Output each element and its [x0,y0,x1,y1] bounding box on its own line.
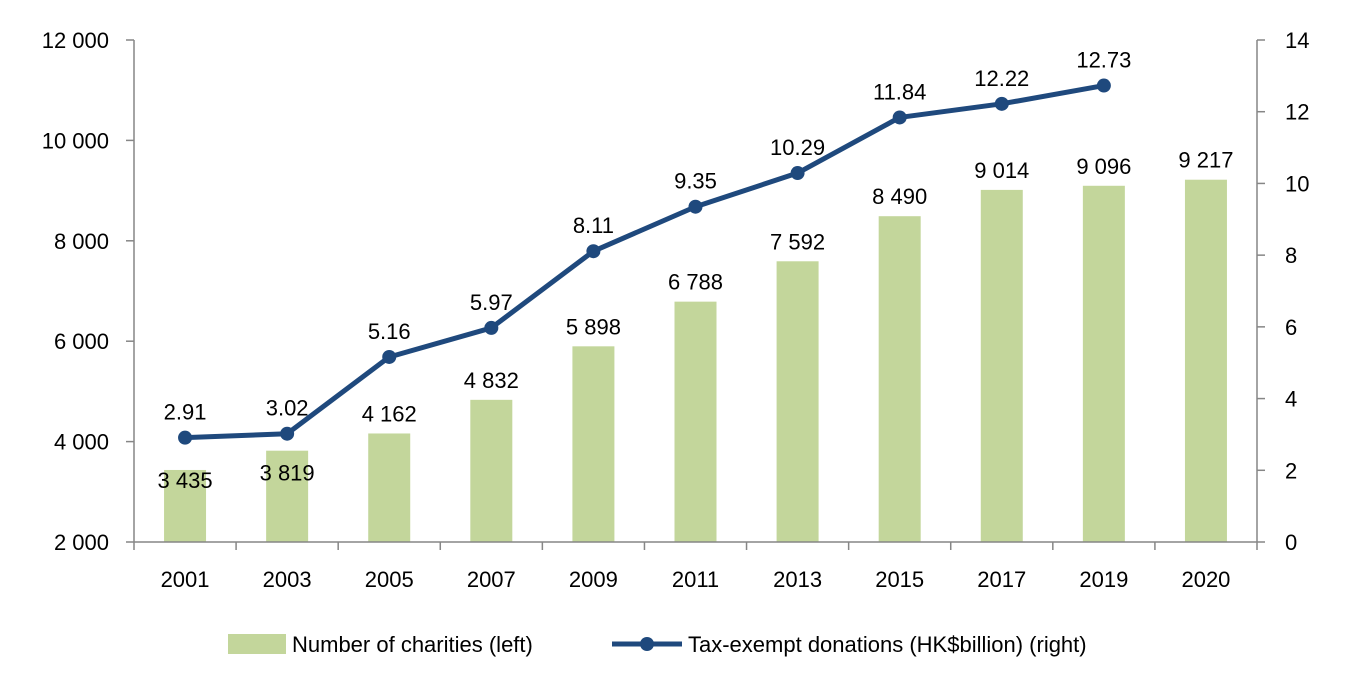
bar-data-label: 6 788 [668,270,723,295]
bar-data-label: 9 217 [1178,148,1233,173]
bar-2015 [878,216,921,542]
left-tick-label: 12 000 [42,28,109,53]
line-point-2019 [1096,78,1111,93]
bar-2007 [470,399,513,542]
line-data-label: 12.22 [974,66,1029,91]
bar-data-label: 3 435 [158,468,213,493]
bar-data-label: 9 096 [1076,154,1131,179]
left-tick-label: 10 000 [42,128,109,153]
bar-data-label: 8 490 [872,184,927,209]
bar-2013 [776,261,819,542]
line-data-label: 11.84 [873,79,926,104]
legend-line-label: Tax-exempt donations (HK$billion) (right… [688,632,1087,657]
line-data-label: 3.02 [266,396,309,421]
bar-data-label: 3 819 [260,461,315,486]
legend-bar-swatch [228,634,286,654]
x-tick-label: 2015 [875,567,924,592]
line-point-2011 [688,199,703,214]
left-tick-label: 4 000 [54,430,109,455]
bar-2011 [674,301,717,542]
right-tick-label: 0 [1285,530,1297,555]
line-point-2001 [178,430,193,445]
x-tick-label: 2017 [977,567,1026,592]
right-tick-label: 2 [1285,458,1297,483]
line-data-label: 9.35 [674,169,717,194]
line-data-label: 2.91 [164,400,207,425]
line-data-label: 5.97 [470,290,513,315]
line-data-label: 5.16 [368,319,411,344]
bar-data-label: 9 014 [974,158,1029,183]
x-tick-label: 2013 [773,567,822,592]
left-tick-label: 6 000 [54,329,109,354]
bar-2017 [980,189,1023,542]
bar-2009 [572,346,615,542]
bar-data-label: 4 162 [362,401,417,426]
bar-data-label: 7 592 [770,229,825,254]
x-tick-label: 2019 [1079,567,1128,592]
line-point-2017 [994,96,1009,111]
right-tick-label: 14 [1285,28,1309,53]
bar-2019 [1082,185,1125,542]
right-tick-label: 10 [1285,171,1309,196]
right-tick-label: 4 [1285,387,1297,412]
x-tick-label: 2001 [161,567,210,592]
line-point-2013 [790,166,805,181]
left-tick-label: 2 000 [54,530,109,555]
x-tick-label: 2011 [672,567,719,592]
line-point-2009 [586,244,601,259]
bar-2020 [1184,179,1227,542]
bar-2005 [368,433,411,542]
line-point-2015 [892,110,907,125]
bar-2001 [164,469,207,542]
left-tick-label: 8 000 [54,229,109,254]
line-data-label: 12.73 [1076,48,1131,73]
right-tick-label: 8 [1285,243,1297,268]
line-point-2007 [484,320,499,335]
x-tick-label: 2007 [467,567,516,592]
x-tick-label: 2003 [263,567,312,592]
bar-data-label: 4 832 [464,368,519,393]
legend-bar-label: Number of charities (left) [292,632,533,657]
donations-line [184,83,1105,441]
bar-2003 [266,450,309,542]
x-tick-label: 2009 [569,567,618,592]
line-point-2003 [280,426,295,441]
bar-data-label: 5 898 [566,314,621,339]
line-data-label: 8.11 [573,213,614,238]
right-tick-label: 12 [1285,100,1309,125]
right-tick-label: 6 [1285,315,1297,340]
x-tick-label: 2020 [1181,567,1230,592]
line-point-2005 [382,349,397,364]
x-tick-label: 2005 [365,567,414,592]
line-data-label: 10.29 [770,135,825,160]
legend-line-marker [640,637,654,651]
